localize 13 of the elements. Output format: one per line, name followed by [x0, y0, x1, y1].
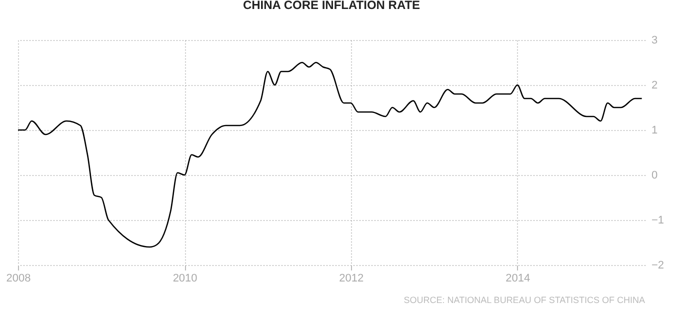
y-tick-label: 1: [652, 124, 658, 136]
source-note: SOURCE: NATIONAL BUREAU OF STATISTICS OF CHINA: [404, 295, 645, 305]
y-tick-label: −1: [652, 214, 664, 226]
x-tick-label: 2010: [172, 272, 198, 284]
chart-title: CHINA CORE INFLATION RATE: [242, 0, 420, 12]
x-tick-label: 2014: [506, 272, 530, 284]
y-tick-label: −2: [652, 260, 664, 272]
y-tick-label: 2: [652, 80, 658, 92]
y-tick-label: 0: [652, 170, 658, 182]
x-tick-label: 2012: [339, 272, 364, 284]
line-series: [17, 62, 642, 248]
y-tick-label: 3: [652, 34, 658, 46]
x-tick-label: 2008: [6, 272, 31, 284]
